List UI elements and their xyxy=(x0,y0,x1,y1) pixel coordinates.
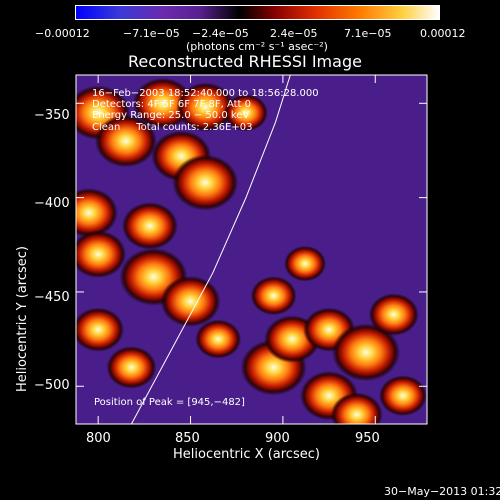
y-tick-label: −350 xyxy=(34,108,70,123)
source-blob xyxy=(172,154,239,211)
source-blob xyxy=(132,77,193,129)
solar-limb-curve xyxy=(130,75,291,424)
annotation-peak-position: Position of Peak = [945,−482] xyxy=(94,397,245,408)
x-tick-label: 950 xyxy=(355,431,380,446)
plot-frame xyxy=(75,74,428,425)
source-blob xyxy=(332,323,401,382)
y-tick-label: −450 xyxy=(34,290,70,305)
source-blob xyxy=(330,392,383,424)
source-blob xyxy=(160,275,221,327)
annotation-time-range: 16−Feb−2003 18:52:40.000 to 18:56:28.000 xyxy=(92,88,319,99)
tick-marks xyxy=(76,75,427,424)
source-blob xyxy=(121,202,178,250)
source-blob xyxy=(250,276,297,316)
colorbar-tick-label: −7.1e−05 xyxy=(123,27,180,40)
colorbar-tick-label: 0.00012 xyxy=(420,27,466,40)
x-tick-label: 850 xyxy=(175,431,200,446)
source-blob xyxy=(176,82,235,132)
source-blob xyxy=(195,319,242,359)
source-blob xyxy=(94,114,157,168)
source-blob xyxy=(76,188,118,238)
colorbar-tick-label: −2.4e−05 xyxy=(192,27,249,40)
heatmap-layer xyxy=(76,77,427,424)
x-axis-label: Heliocentric X (arcsec) xyxy=(173,447,320,462)
source-blob xyxy=(76,307,125,352)
timestamp: 30−May−2013 01:32 xyxy=(384,485,500,498)
colorbar-unit-label: (photons cm⁻² s⁻¹ asec⁻²) xyxy=(186,40,328,53)
source-blob xyxy=(76,230,127,279)
annotation-clean-counts: Clean Total counts: 2.36E+03 xyxy=(92,122,253,133)
y-axis-label: Heliocentric Y (arcsec) xyxy=(15,246,30,392)
colorbar-tick-label: −0.00012 xyxy=(35,27,90,40)
x-tick-label: 800 xyxy=(86,431,111,446)
chart-title: Reconstructed RHESSI Image xyxy=(128,52,362,71)
colorbar xyxy=(75,5,440,20)
source-blob xyxy=(378,375,427,417)
source-blob xyxy=(368,293,419,336)
x-tick-label: 900 xyxy=(265,431,290,446)
colorbar-tick-label: 2.4e−05 xyxy=(270,27,318,40)
source-blob xyxy=(284,245,327,282)
source-blob xyxy=(223,94,268,132)
colorbar-tick-label: 7.1e−05 xyxy=(344,27,392,40)
y-tick-label: −500 xyxy=(34,378,70,393)
source-blob xyxy=(106,346,157,389)
annotation-detectors: Detectors: 4F 5F 6F 7F 8F, Att 0 xyxy=(92,99,252,110)
y-tick-label: −400 xyxy=(34,196,70,211)
annotation-energy-range: Energy Range: 25.0 − 50.0 keV xyxy=(92,110,250,121)
